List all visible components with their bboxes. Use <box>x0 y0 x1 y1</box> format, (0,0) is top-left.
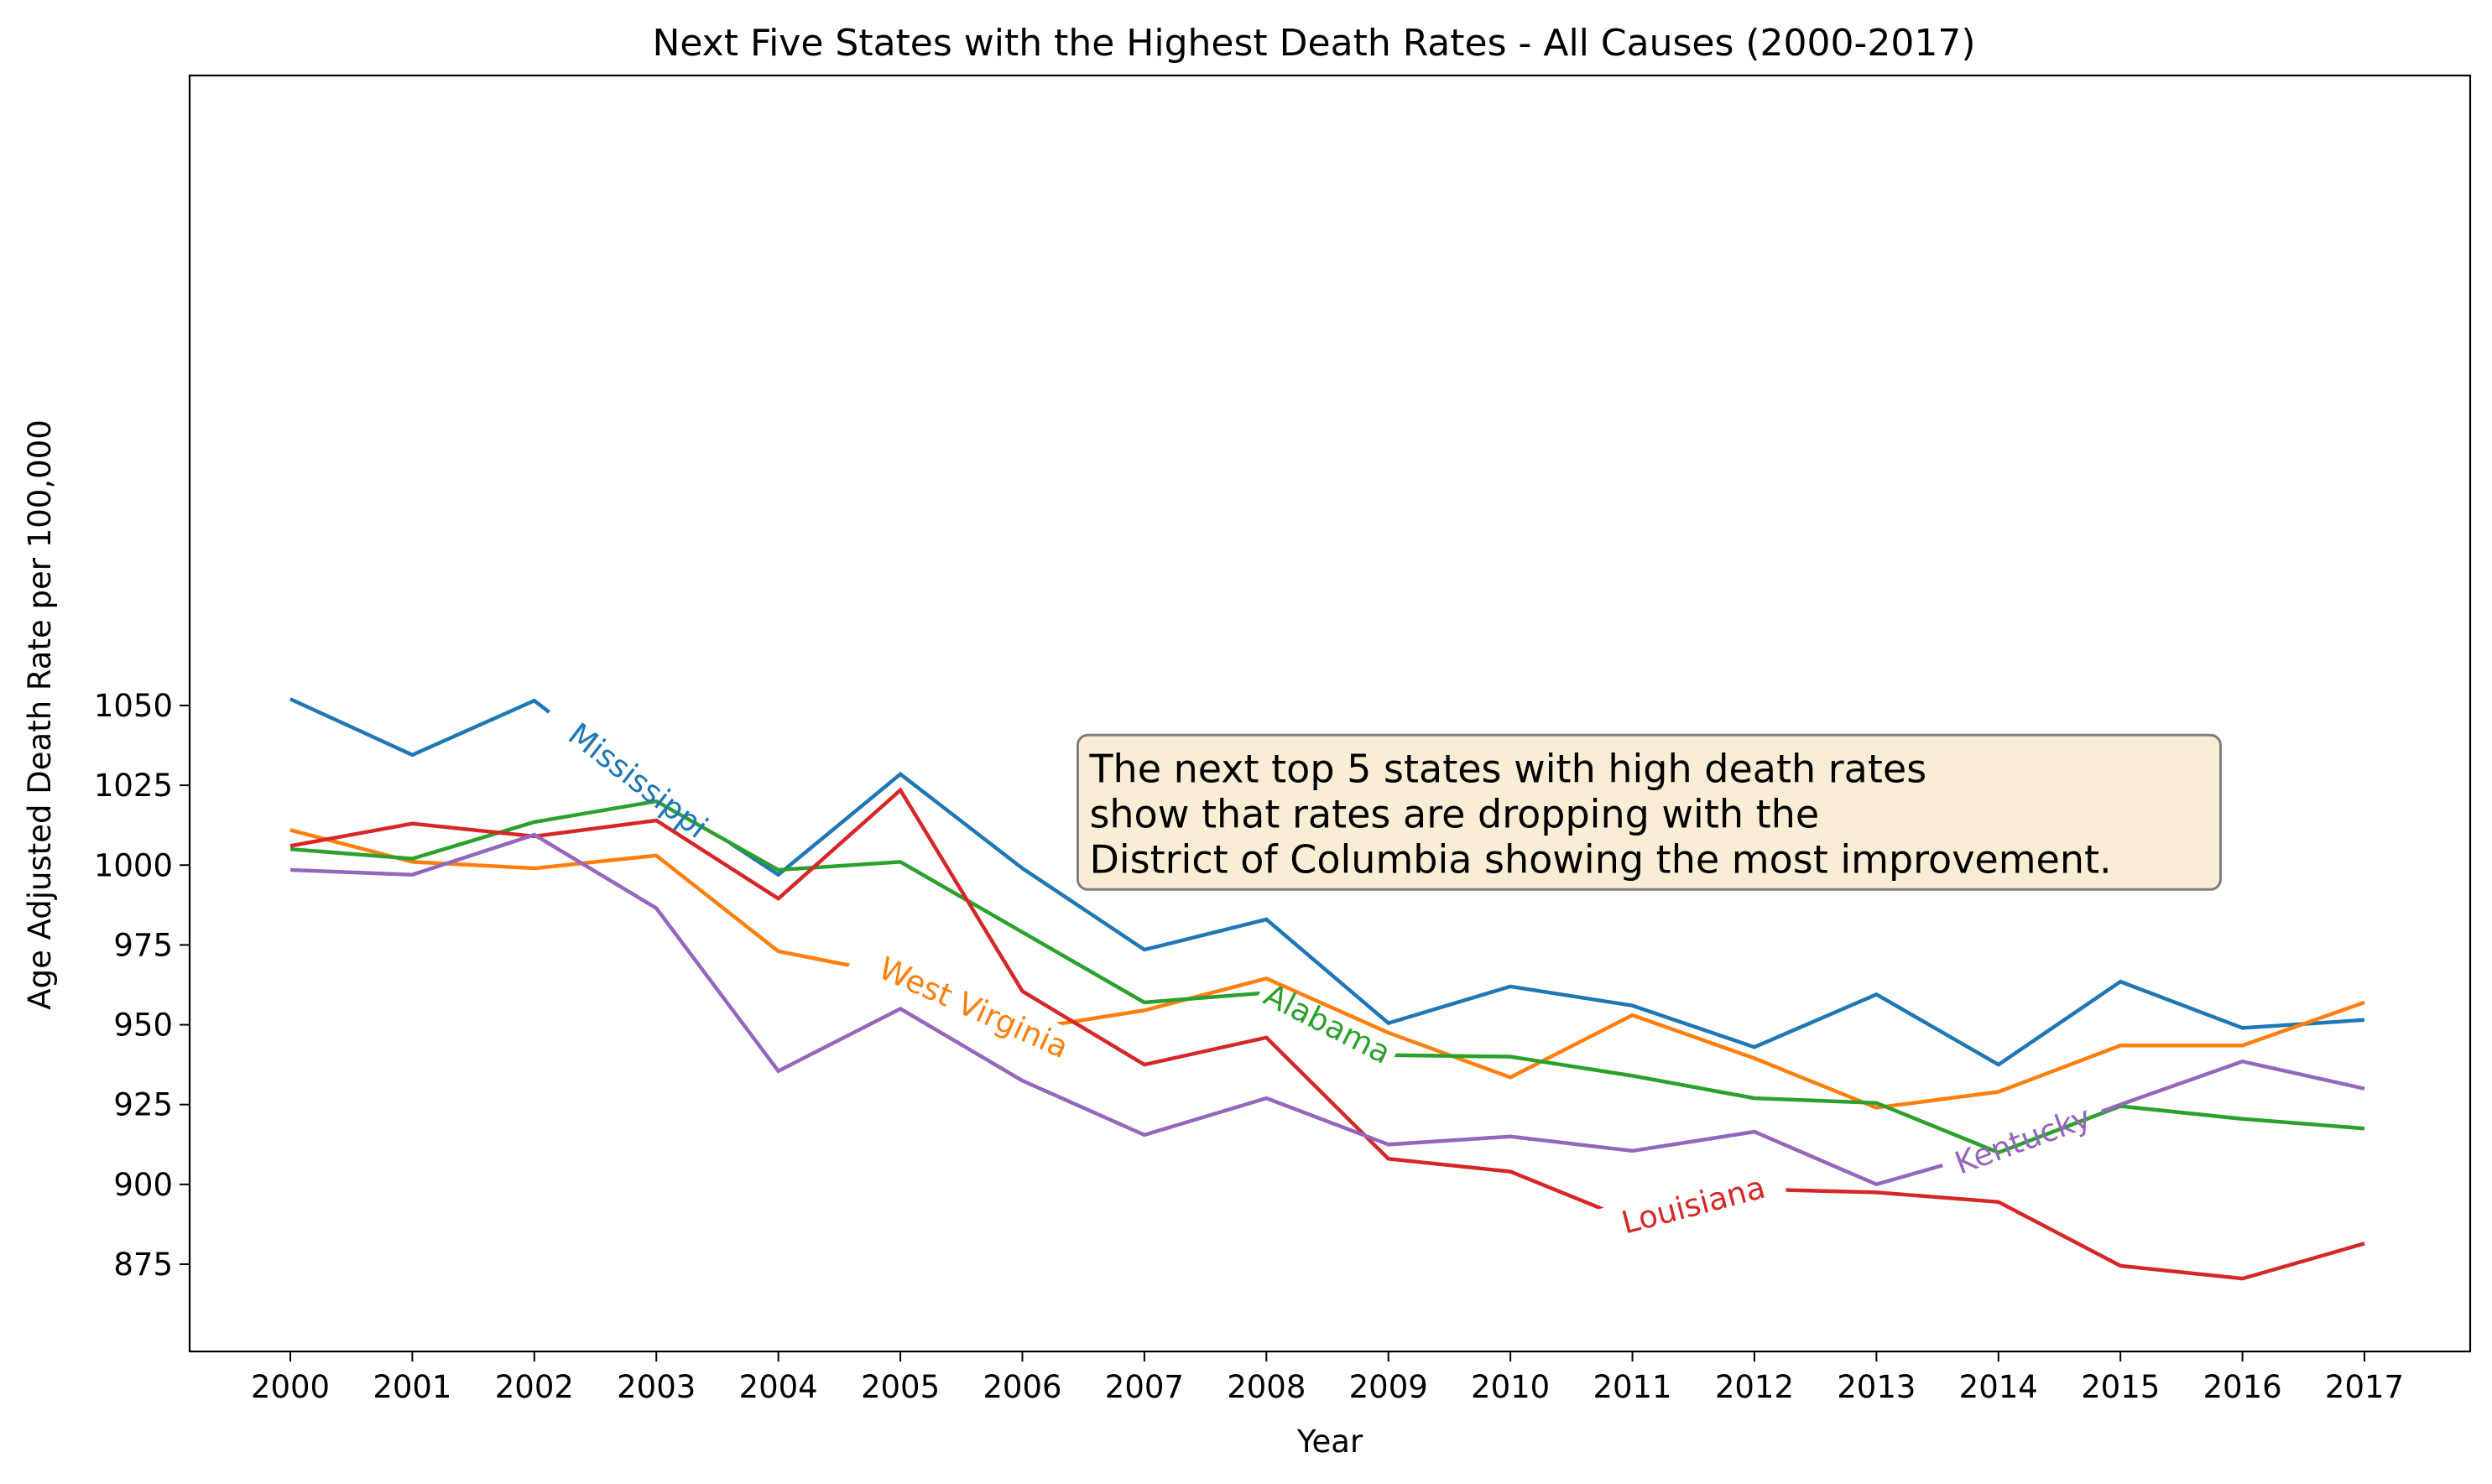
y-axis: 875 900 925 950 975 1000 1025 1050 <box>94 688 190 1283</box>
x-tick-label: 2004 <box>739 1369 818 1405</box>
series-line-west-virginia <box>289 828 2365 1110</box>
y-tick-label: 1000 <box>94 847 173 883</box>
annotation-box: The next top 5 states with high death ra… <box>1076 733 2222 891</box>
series-line-louisiana <box>289 787 2365 1281</box>
y-tick-label: 875 <box>113 1247 173 1283</box>
y-tick-label: 950 <box>113 1008 173 1044</box>
x-tick-label: 2002 <box>495 1369 574 1405</box>
x-tick-label: 2007 <box>1105 1369 1184 1405</box>
x-tick-label: 2006 <box>983 1369 1061 1405</box>
series-layer <box>289 697 2365 1281</box>
annotation-box-background <box>1076 733 2222 891</box>
series-line-kentucky <box>289 832 2365 1187</box>
y-tick-label: 975 <box>113 927 173 963</box>
series-line-alabama <box>289 799 2365 1155</box>
x-tick-label: 2015 <box>2081 1369 2160 1405</box>
x-tick-label: 2010 <box>1471 1369 1550 1405</box>
annotation-line: show that rates are dropping with the <box>1089 791 1819 836</box>
series-label-west-virginia: West Virginia <box>873 950 1074 1065</box>
annotation-line: The next top 5 states with high death ra… <box>1088 746 1926 791</box>
x-tick-label: 2017 <box>2325 1369 2404 1405</box>
chart-title: Next Five States with the Highest Death … <box>652 22 1975 65</box>
x-tick-label: 2005 <box>861 1369 940 1405</box>
y-tick-label: 900 <box>113 1167 173 1203</box>
y-tick-label: 925 <box>113 1087 173 1123</box>
x-tick-label: 2001 <box>373 1369 451 1405</box>
x-tick-label: 2008 <box>1227 1369 1306 1405</box>
series-label-mississippi: Mississippi <box>561 716 714 846</box>
x-axis: 2000 2001 2002 2003 2004 2005 2006 2007 2008 2009… <box>251 1351 2404 1405</box>
x-tick-label: 2016 <box>2203 1369 2282 1405</box>
y-tick-label: 1050 <box>94 688 173 724</box>
annotation-line: District of Columbia showing the most im… <box>1089 836 2111 882</box>
series-label-kentucky: Kentucky <box>1950 1099 2095 1182</box>
x-tick-label: 2011 <box>1593 1369 1671 1405</box>
series-label-alabama: Alabama <box>1259 976 1397 1070</box>
x-tick-label: 2000 <box>251 1369 330 1405</box>
series-line-mississippi <box>289 697 2365 1067</box>
y-tick-label: 1025 <box>94 768 173 804</box>
x-tick-label: 2014 <box>1959 1369 2038 1405</box>
x-axis-label: Year <box>1296 1424 1363 1460</box>
x-tick-label: 2013 <box>1837 1369 1916 1405</box>
x-tick-label: 2012 <box>1715 1369 1794 1405</box>
x-tick-label: 2009 <box>1349 1369 1428 1405</box>
series-label-louisiana: Louisiana <box>1618 1169 1769 1242</box>
y-axis-label: Age Adjusted Death Rate per 100,000 <box>22 419 58 1009</box>
x-tick-label: 2003 <box>617 1369 696 1405</box>
plot-area-frame <box>188 74 2472 1353</box>
